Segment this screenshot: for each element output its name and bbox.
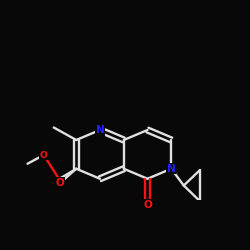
Text: O: O [143, 200, 152, 210]
Text: O: O [40, 150, 48, 160]
Text: O: O [56, 178, 64, 188]
Text: N: N [167, 164, 175, 174]
Text: N: N [96, 125, 104, 135]
